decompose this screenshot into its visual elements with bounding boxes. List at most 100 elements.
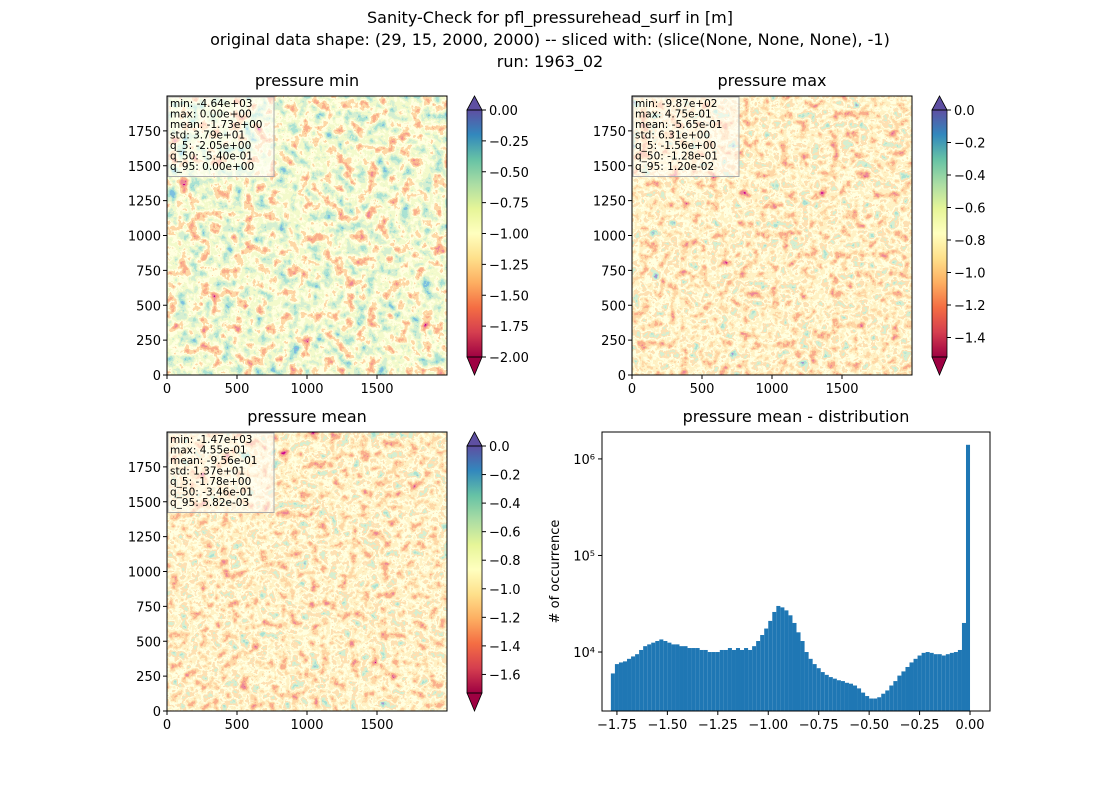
colorbar [467, 110, 482, 357]
histogram-bar [627, 658, 632, 711]
y-tick-label: 1250 [128, 195, 161, 210]
y-tick-label: 0 [618, 369, 626, 384]
figure-title: Sanity-Check for pfl_pressurehead_surf i… [367, 8, 733, 28]
stats-text: mean: -1.73e+00 [170, 119, 262, 131]
x-tick-label: −0.50 [849, 718, 889, 733]
x-tick-label: 1000 [755, 382, 788, 397]
histogram-bar [861, 692, 866, 711]
colorbar-extend [466, 692, 483, 713]
histogram-bar [885, 690, 890, 711]
x-tick-label: −0.25 [900, 718, 940, 733]
histogram-bar [614, 664, 619, 711]
colorbar-extend [466, 431, 483, 447]
y-tick-label: 1500 [128, 160, 161, 175]
histogram-bar [671, 644, 676, 711]
histogram-bar [925, 652, 930, 711]
colorbar-tick-label: −0.6 [489, 526, 521, 541]
x-tick-label: −1.50 [647, 718, 687, 733]
histogram-bar [796, 632, 801, 711]
y-tick-label: 1750 [128, 461, 161, 476]
histogram-bar [711, 652, 716, 711]
histogram-bar [752, 646, 757, 711]
colorbar-tick-label: −1.00 [489, 228, 529, 243]
colorbar-tick-label: −1.0 [954, 267, 986, 282]
histogram-bar [784, 610, 789, 711]
colorbar-tick-label: −0.2 [954, 137, 986, 152]
stats-text: q_5: -1.56e+00 [635, 140, 716, 152]
histogram-bar [929, 652, 934, 711]
y-tick-label: 250 [136, 334, 161, 349]
colorbar-tick-label: 0.0 [954, 104, 975, 119]
histogram-bar [889, 685, 894, 711]
histogram-bar [961, 622, 966, 711]
histogram-bar [792, 622, 797, 711]
stats-text: q_50: -5.40e-01 [170, 151, 253, 163]
histogram-bar [836, 680, 841, 711]
histogram-bar [667, 642, 672, 711]
histogram-bar [618, 662, 623, 711]
colorbar-frame [931, 109, 948, 358]
y-tick-label: 0 [153, 705, 161, 720]
colorbar-tick-label: −0.6 [954, 202, 986, 217]
histogram-bar [744, 648, 749, 711]
histogram-bar [756, 641, 761, 711]
histogram-bar [735, 648, 741, 711]
histogram-bar [727, 648, 732, 711]
histogram-bar [965, 444, 971, 711]
histogram-bar [824, 674, 829, 711]
histogram-bar [953, 652, 958, 711]
histogram-bar [808, 658, 813, 711]
y-tick-label: 1250 [593, 195, 626, 210]
y-tick-label: 750 [601, 264, 626, 279]
colorbar-tick-label: −1.6 [489, 668, 521, 683]
histogram-bar [877, 697, 882, 711]
colorbar-tick-label: −1.2 [489, 611, 521, 626]
x-tick-label: 0 [163, 382, 171, 397]
axes-title: pressure mean [247, 407, 367, 426]
axes-frame [601, 431, 991, 712]
histogram-bar [631, 656, 636, 711]
colorbar-tick-label: −1.25 [489, 258, 529, 273]
histogram-bar [897, 675, 902, 711]
stats-text: q_5: -1.78e+00 [170, 476, 251, 488]
y-axis-label: # of occurrence [548, 520, 563, 624]
histogram-bar [675, 644, 680, 711]
histogram-bar [740, 649, 745, 711]
colorbar-extend [931, 356, 948, 377]
histogram-bar [921, 652, 926, 711]
histogram-bar [679, 646, 684, 711]
colorbar-tick-label: −0.4 [954, 169, 986, 184]
colorbar [467, 446, 482, 693]
y-tick-label: 750 [136, 600, 161, 615]
y-tick-label: 1500 [128, 496, 161, 511]
x-tick-label: 0 [628, 382, 636, 397]
colorbar-extend [466, 356, 483, 377]
axes-title: pressure max [717, 71, 826, 90]
colorbar-tick-label: 0.0 [489, 440, 510, 455]
histogram-bar [719, 649, 724, 711]
x-tick-label: 1500 [825, 382, 858, 397]
colorbar-frame [466, 445, 483, 694]
histogram-bar [643, 646, 648, 711]
histogram-bar [957, 649, 962, 711]
colorbar-tick-label: −2.00 [489, 351, 529, 366]
histogram-bar [655, 641, 660, 711]
y-tick-label: 1750 [128, 125, 161, 140]
histogram-bar [901, 671, 906, 711]
colorbar-extend [931, 95, 948, 111]
stats-text: max: 4.75e-01 [635, 109, 712, 121]
histogram-bar [844, 682, 849, 711]
histogram-bar [804, 652, 809, 711]
stats-text: max: 4.55e-01 [170, 445, 247, 457]
colorbar-tick-label: −1.4 [954, 332, 986, 347]
colorbar [932, 110, 947, 357]
stats-text: mean: -5.65e-01 [635, 119, 722, 131]
x-tick-label: 0 [163, 718, 171, 733]
histogram-bar [820, 672, 825, 711]
histogram-bar [772, 611, 777, 711]
histogram-bar [893, 681, 898, 711]
histogram-bar [840, 681, 845, 711]
stats-box [167, 432, 275, 513]
y-tick-label: 500 [136, 299, 161, 314]
